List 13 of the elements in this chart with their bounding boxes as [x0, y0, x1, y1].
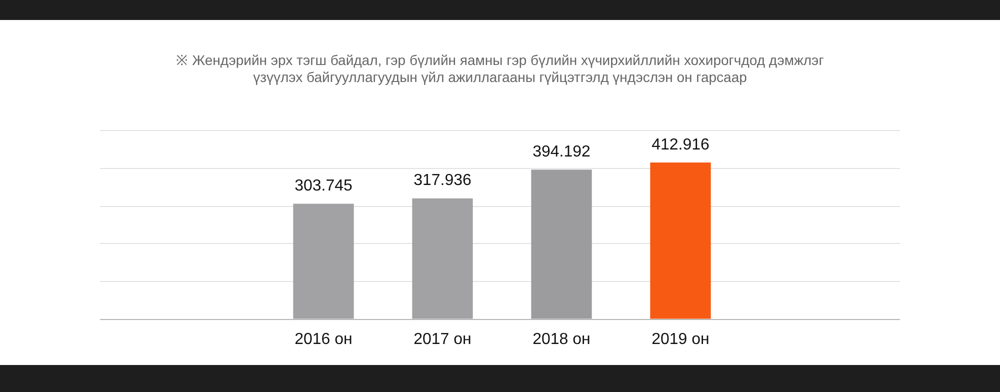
- bar: [293, 204, 354, 319]
- chart-title: ※ Жендэрийн эрх тэгш байдал, гэр бүлийн яамны гэр бүлийн хүчирхийллийн хохирогчдод дэмжлэг үзүүлэх байгууллагуудын үйл ажиллагааны гүйцэтгэлд үндэслэн он гарсаар: [175, 52, 825, 86]
- x-tick-label: 2019 он: [652, 330, 710, 348]
- data-label: 394.192: [532, 143, 591, 160]
- data-label: 303.745: [294, 178, 353, 195]
- x-tick-label: 2018 он: [532, 330, 590, 348]
- data-label: 317.936: [414, 172, 472, 190]
- data-label: 412.916: [652, 136, 710, 154]
- bar: [650, 162, 711, 319]
- x-tick-label: 2017 он: [414, 330, 472, 348]
- bar: [531, 170, 592, 319]
- bar: [412, 198, 473, 319]
- x-tick-label: 2016 он: [294, 330, 352, 348]
